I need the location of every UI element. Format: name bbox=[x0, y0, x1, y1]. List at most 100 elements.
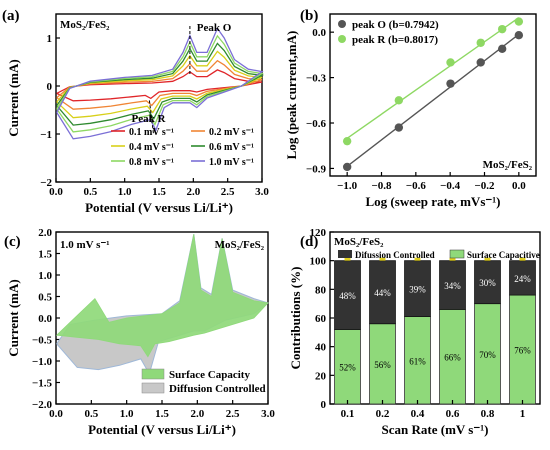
legend-entry: peak R (b=0.8017) bbox=[352, 34, 438, 46]
y-tick-label: 120 bbox=[310, 227, 327, 239]
y-tick-label: 80 bbox=[315, 284, 327, 296]
bar-cap bbox=[484, 257, 491, 261]
y-axis-label: Current (mA) bbox=[6, 59, 21, 136]
peak-o-label: Peak O bbox=[197, 22, 232, 34]
x-tick-label: −0.4 bbox=[440, 180, 461, 192]
legend-entry: Difussion Controlled bbox=[355, 250, 435, 260]
panel-a-label: (a) bbox=[2, 8, 20, 24]
legend-entry: 0.4 mV s⁻¹ bbox=[129, 142, 174, 153]
x-tick-label: 1.0 bbox=[118, 186, 132, 198]
legend-entry: 0.6 mV s⁻¹ bbox=[209, 142, 254, 153]
bar-cap bbox=[449, 257, 456, 261]
panel-d-material-label: MoS₂/FeS₂ bbox=[334, 236, 384, 248]
y-tick-label: 0.0 bbox=[312, 27, 326, 39]
legend-entry: peak O (b=0.7942) bbox=[352, 19, 439, 31]
x-tick-label: −1.0 bbox=[337, 180, 358, 192]
legend-entry: Surface Capacity bbox=[169, 369, 250, 381]
bar-cap bbox=[344, 257, 351, 261]
panel-c-material-label: MoS₂/FeS₂ bbox=[215, 239, 265, 251]
cv-curve-series-5 bbox=[56, 27, 264, 140]
bar-value-label: 44% bbox=[374, 288, 391, 298]
bar-diffusion bbox=[334, 260, 361, 330]
x-tick-label: 2.0 bbox=[190, 408, 204, 420]
x-tick-label: 0.8 bbox=[481, 408, 495, 420]
y-tick-label: 1.0 bbox=[38, 270, 52, 282]
bar-value-label: 30% bbox=[479, 278, 496, 288]
panel-b-axes: −1.0 −0.8 −0.6 −0.4 −0.2 0.0 −0.9 −0.6 −0.3 0.0 Lo… bbox=[284, 8, 537, 209]
legend-entry: 0.8 mV s⁻¹ bbox=[129, 157, 174, 168]
data-point-series-1 bbox=[476, 38, 485, 47]
panel-d-axes: 0 20 40 60 80 100 120 52% 48% 0.1 56% 44% 0.2 61% 39% 0… bbox=[288, 227, 541, 437]
panel-c-axes: 0.0 0.5 1.0 1.5 2.0 2.5 3.0 −2.0 −1.5 −1.0 −0.5 0.0… bbox=[4, 227, 275, 437]
legend-swatch bbox=[449, 249, 465, 259]
y-tick-label: −0.3 bbox=[306, 73, 327, 85]
y-tick-label: 1 bbox=[47, 33, 53, 45]
x-tick-label: 3.0 bbox=[261, 408, 275, 420]
legend-entry: 0.1 mV s⁻¹ bbox=[129, 127, 174, 138]
bar-cap bbox=[379, 257, 386, 261]
bar-diffusion bbox=[369, 260, 396, 325]
legend-marker bbox=[338, 35, 346, 43]
x-tick-label: 0.5 bbox=[84, 408, 98, 420]
fit-line-series-1 bbox=[346, 17, 520, 139]
x-axis-label: Log (sweep rate, mVs⁻¹) bbox=[366, 194, 501, 209]
data-point-series-0 bbox=[514, 30, 524, 40]
data-point-series-1 bbox=[446, 58, 455, 67]
y-tick-label: −2 bbox=[40, 177, 52, 189]
data-point-series-1 bbox=[342, 136, 352, 146]
y-tick-label: −0.6 bbox=[306, 118, 327, 130]
cv-curve-series-4 bbox=[56, 34, 264, 133]
cv-curve-series-2 bbox=[56, 50, 263, 119]
y-tick-label: 0 bbox=[47, 81, 53, 93]
bar-value-label: 24% bbox=[514, 274, 531, 284]
data-point-series-0 bbox=[446, 79, 455, 88]
bar-value-label: 56% bbox=[374, 360, 391, 370]
cv-curve-series-1 bbox=[56, 59, 263, 110]
y-tick-label: 40 bbox=[315, 342, 327, 354]
bar-value-label: 70% bbox=[479, 350, 496, 360]
legend-entry: Diffusion Controlled bbox=[169, 383, 266, 395]
bar-value-label: 61% bbox=[409, 356, 426, 366]
x-tick-label: 0.2 bbox=[376, 408, 390, 420]
legend-marker bbox=[338, 20, 346, 28]
y-tick-label: −1 bbox=[40, 129, 52, 141]
bar-value-label: 39% bbox=[409, 285, 426, 295]
x-tick-label: −0.8 bbox=[371, 180, 392, 192]
surface-area bbox=[55, 234, 269, 358]
x-tick-label: 3.0 bbox=[255, 186, 269, 198]
fit-line-series-0 bbox=[346, 33, 520, 167]
panel-b-material-label: MoS₂/FeS₂ bbox=[483, 159, 533, 171]
panel-b-label: (b) bbox=[300, 8, 318, 24]
x-tick-label: −0.2 bbox=[474, 180, 495, 192]
y-axis-label: Contributions (%) bbox=[288, 267, 303, 370]
y-tick-label: −0.5 bbox=[32, 335, 53, 347]
bar-value-label: 34% bbox=[444, 281, 461, 291]
bar-value-label: 76% bbox=[514, 346, 531, 356]
bar-diffusion bbox=[474, 260, 501, 305]
y-tick-label: −0.9 bbox=[306, 163, 327, 175]
panel-c-rate-label: 1.0 mV s⁻¹ bbox=[60, 239, 110, 251]
legend-entry: Surface Capacitive bbox=[467, 250, 540, 260]
legend-swatch bbox=[338, 250, 352, 258]
x-tick-label: 1.5 bbox=[155, 408, 169, 420]
data-point-series-1 bbox=[394, 96, 404, 105]
bar-surface bbox=[334, 329, 361, 405]
x-tick-label: 2.5 bbox=[221, 186, 235, 198]
y-tick-label: 1.5 bbox=[38, 249, 52, 261]
peak-r-label: Peak R bbox=[132, 113, 167, 125]
x-tick-label: 0.0 bbox=[512, 180, 526, 192]
data-point-series-1 bbox=[514, 17, 524, 26]
x-tick-label: 1 bbox=[520, 408, 526, 420]
bar-value-label: 48% bbox=[339, 291, 356, 301]
y-axis-label: Current (mA) bbox=[6, 279, 21, 356]
data-point-series-0 bbox=[497, 44, 507, 54]
x-tick-label: 1.0 bbox=[120, 408, 134, 420]
y-tick-label: −1.5 bbox=[32, 378, 53, 390]
data-point-series-0 bbox=[476, 58, 485, 67]
x-tick-label: −0.6 bbox=[406, 180, 427, 192]
x-tick-label: 0.0 bbox=[49, 186, 63, 198]
y-tick-label: 100 bbox=[310, 256, 327, 268]
y-tick-label: 60 bbox=[315, 313, 327, 325]
x-axis-label: Scan Rate (mV s⁻¹) bbox=[382, 422, 489, 437]
